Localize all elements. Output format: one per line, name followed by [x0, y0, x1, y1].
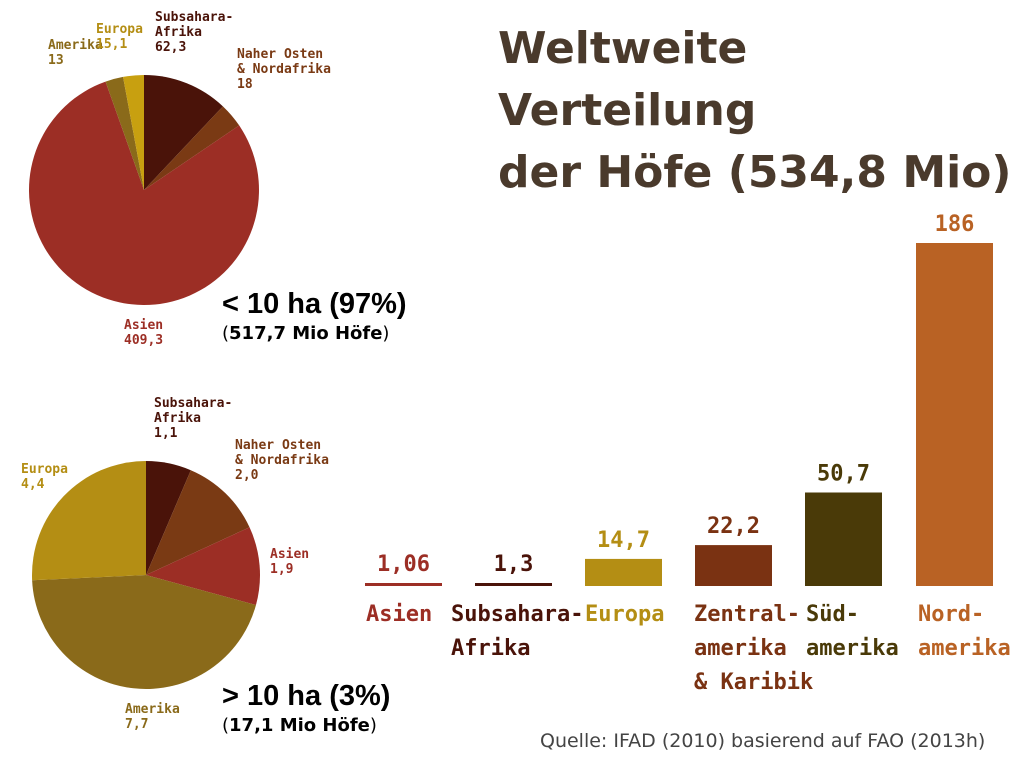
bar-category-asien: Asien: [366, 602, 433, 627]
caption-small-farms-sub: (517,7 Mio Höfe): [222, 323, 390, 344]
pie-label-asien-small: Asien 409,3: [124, 318, 164, 348]
caption-large-farms-sub: (17,1 Mio Höfe): [222, 715, 377, 736]
pie-slice-subsahara-afrika-large: [146, 461, 191, 575]
bar-nord-amerika: [916, 243, 993, 586]
pie-slice-naher-osten-nordafrika-small: [144, 106, 240, 190]
caption-small-farms-count: 517,7 Mio Höfe: [229, 323, 383, 344]
pie-slice-europa-large: [31, 461, 146, 581]
bar-category-subsahara-afrika: Subsahara- Afrika: [451, 602, 584, 661]
pie-label-europa-small: Europa 15,1: [96, 22, 143, 52]
pie-label-amerika-large: Amerika 7,7: [125, 702, 180, 732]
bar-value-label-nord-amerika: 186: [935, 212, 975, 237]
bar-s-d-amerika: [805, 492, 882, 586]
pie-slice-amerika-large: [32, 575, 256, 690]
bar-category-zentral-amerika-karibik: Zentral-amerika & Karibik: [694, 602, 814, 695]
bar-asien: [365, 583, 442, 586]
caption-large-farms-main: > 10 ha (3%): [222, 680, 391, 712]
caption-large-farms-count: 17,1 Mio Höfe: [229, 715, 370, 736]
pie-chart-small-farms: [28, 75, 259, 305]
pie-label-asien-large: Asien 1,9: [270, 547, 310, 577]
pie-label-amerika-small: Amerika 13: [48, 38, 103, 68]
pie-label-subsahara-afrika-large: Subsahara- Afrika 1,1: [154, 396, 233, 441]
caption-small-farms: < 10 ha (97%) (517,7 Mio Höfe): [222, 288, 407, 344]
pie-slice-asien-large: [146, 527, 261, 606]
chart-title-line-2: der Höfe (534,8 Mio): [498, 147, 1012, 198]
bar-category-europa: Europa: [585, 602, 665, 627]
pie-label-naher-osten-nordafrika-large: Naher Osten & Nordafrika 2,0: [235, 438, 329, 483]
caption-large-farms: > 10 ha (3%) (17,1 Mio Höfe): [222, 680, 390, 736]
pie-slice-subsahara-afrika-small: [144, 75, 223, 190]
bar-zentral-amerika-karibik: [695, 545, 772, 586]
bar-value-label-s-d-amerika: 50,7: [817, 462, 870, 487]
bar-value-label-subsahara-afrika: 1,3: [494, 552, 534, 577]
bar-value-label-zentral-amerika-karibik: 22,2: [707, 514, 760, 539]
chart-title: Weltweite Verteilung der Höfe (534,8 Mio…: [498, 18, 1018, 204]
pie-label-subsahara-afrika-small: Subsahara- Afrika 62,3: [155, 10, 234, 55]
caption-small-farms-main: < 10 ha (97%): [222, 288, 407, 320]
pie-slice-asien-small: [28, 81, 259, 305]
pie-chart-large-farms: [31, 461, 261, 690]
pie-slice-amerika-small: [105, 76, 144, 190]
pie-slice-naher-osten-nordafrika-large: [146, 470, 250, 575]
pie-slice-europa-small: [123, 75, 144, 190]
bar-category-s-d-amerika: Süd-amerika: [806, 602, 899, 661]
source-note: Quelle: IFAD (2010) basierend auf FAO (2…: [540, 730, 986, 752]
bar-subsahara-afrika: [475, 583, 552, 586]
bar-value-label-asien: 1,06: [377, 552, 430, 577]
pie-label-europa-large: Europa 4,4: [21, 462, 68, 492]
pie-label-naher-osten-nordafrika-small: Naher Osten & Nordafrika 18: [237, 47, 331, 92]
bar-value-label-europa: 14,7: [597, 528, 650, 553]
bar-europa: [585, 558, 662, 586]
chart-title-line-1: Weltweite Verteilung: [498, 23, 757, 136]
bar-category-nord-amerika: Nord-amerika: [918, 602, 1011, 661]
